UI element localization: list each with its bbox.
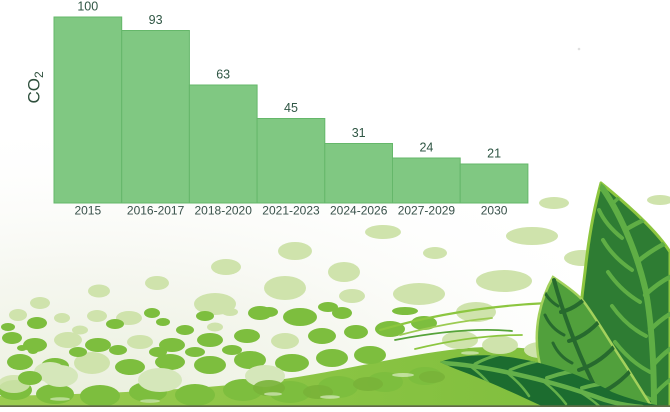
svg-text:2016-2017: 2016-2017 [127, 204, 185, 218]
svg-text:24: 24 [419, 141, 433, 155]
svg-text:63: 63 [216, 68, 230, 82]
svg-text:2030: 2030 [481, 204, 508, 218]
svg-text:CO2: CO2 [25, 71, 47, 104]
svg-text:2024-2026: 2024-2026 [330, 204, 388, 218]
svg-text:21: 21 [487, 147, 501, 161]
svg-text:31: 31 [352, 126, 366, 140]
svg-text:2021-2023: 2021-2023 [262, 204, 320, 218]
svg-text:2018-2020: 2018-2020 [195, 204, 253, 218]
svg-text:93: 93 [149, 13, 163, 27]
svg-text:45: 45 [284, 101, 298, 115]
svg-text:100: 100 [77, 0, 98, 14]
svg-text:2027-2029: 2027-2029 [398, 204, 456, 218]
svg-text:2015: 2015 [74, 204, 101, 218]
